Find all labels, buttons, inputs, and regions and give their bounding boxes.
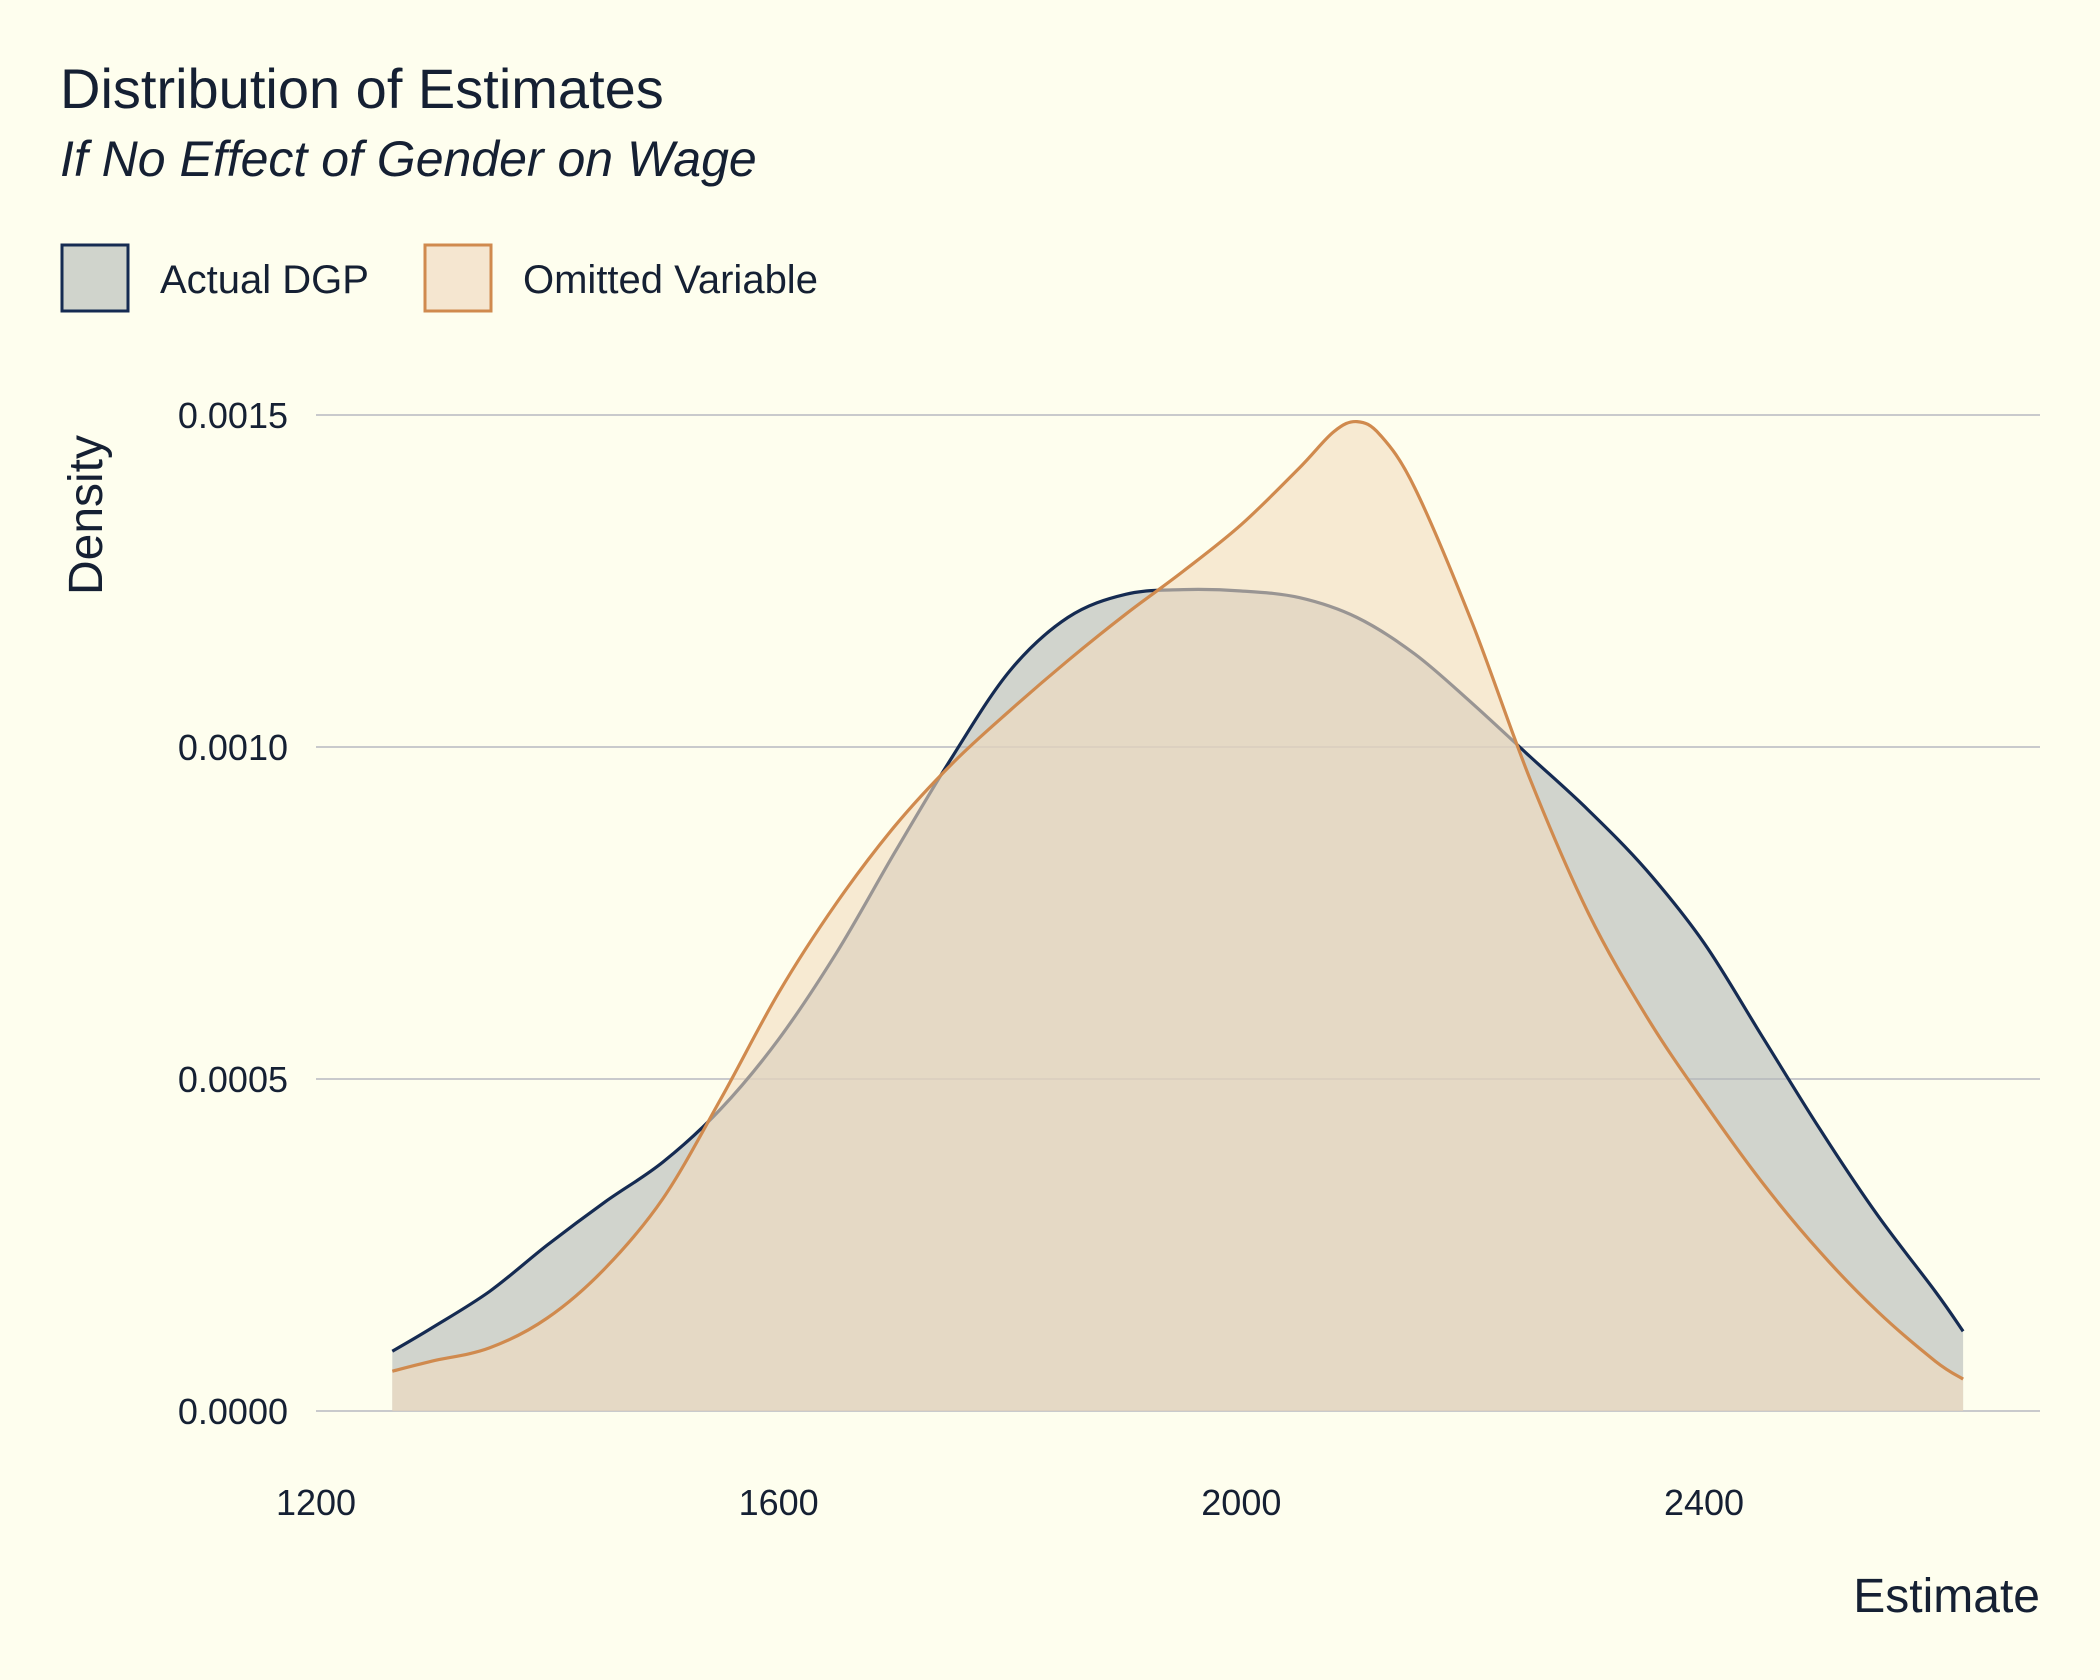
- area-fill-omitted-variable: [392, 421, 1964, 1412]
- density-areas: [391, 419, 1965, 1412]
- y-tick-label-0: 0.0000: [178, 1391, 288, 1432]
- x-axis-title: Estimate: [1853, 1570, 2040, 1623]
- x-tick-label-2: 2000: [1201, 1482, 1281, 1523]
- legend: Actual DGP Omitted Variable: [60, 243, 818, 313]
- y-axis-ticks: 0.0000 0.0005 0.0010 0.0015: [178, 395, 288, 1432]
- chart-title: Distribution of Estimates: [60, 57, 664, 120]
- y-axis-title: Density: [60, 435, 113, 595]
- y-tick-label-3: 0.0015: [178, 395, 288, 436]
- x-tick-label-1: 1600: [739, 1482, 819, 1523]
- x-tick-label-0: 1200: [276, 1482, 356, 1523]
- x-tick-label-3: 2400: [1664, 1482, 1744, 1523]
- legend-label-actual-dgp: Actual DGP: [160, 258, 369, 302]
- density-line-omitted-variable: [391, 419, 1964, 1381]
- legend-label-omitted-variable: Omitted Variable: [523, 258, 818, 302]
- x-axis-ticks: 1200 1600 2000 2400: [276, 1482, 1744, 1523]
- legend-swatch-actual-dgp: [60, 243, 130, 313]
- legend-swatch-omitted-variable: [423, 243, 493, 313]
- y-tick-label-1: 0.0005: [178, 1059, 288, 1100]
- chart-subtitle: If No Effect of Gender on Wage: [60, 131, 757, 187]
- y-tick-label-2: 0.0010: [178, 727, 288, 768]
